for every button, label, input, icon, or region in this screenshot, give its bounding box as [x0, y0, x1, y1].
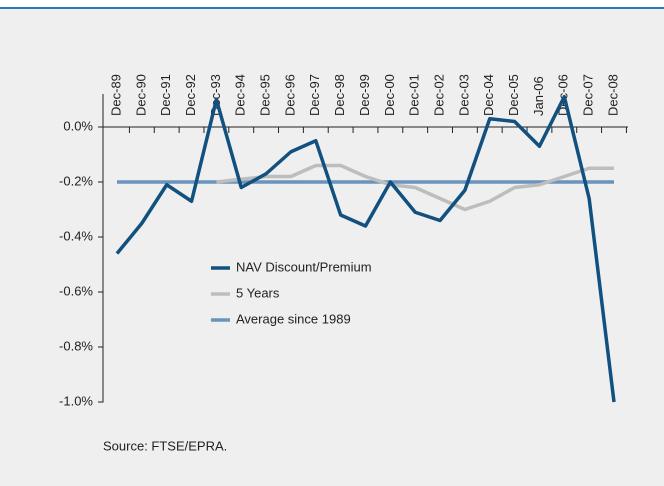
source: Source: FTSE/EPRA.: [103, 438, 227, 453]
x-tick-label: Dec-98: [332, 74, 347, 116]
y-tick-label: -0.2%: [59, 173, 93, 188]
x-tick-label: Dec-89: [108, 74, 123, 116]
legend-label: NAV Discount/Premium: [236, 259, 372, 274]
background: [0, 9, 664, 486]
x-tick-label: Dec-04: [481, 74, 496, 116]
series-line: [216, 163, 614, 212]
y-tick-label: -0.6%: [59, 283, 93, 298]
x-tick-label: Dec-92: [183, 74, 198, 116]
legend-label: 5 Years: [236, 285, 280, 300]
x-tick-label: Dec-97: [307, 74, 322, 116]
x-tick-label: Dec-96: [282, 74, 297, 116]
x-tick-label: Dec-95: [258, 74, 273, 116]
x-tick-label: Dec-05: [506, 74, 521, 116]
y-tick-label: -0.4%: [59, 228, 93, 243]
x-tick-label: Dec-90: [133, 74, 148, 116]
x-tick-label: Dec-91: [158, 74, 173, 116]
x-tick-label: Jan-06: [531, 76, 546, 116]
x-tick-label: Dec-01: [407, 74, 422, 116]
x-tick-label: Dec-94: [233, 74, 248, 116]
x-tick-label: Dec-02: [431, 74, 446, 116]
legend-label: Average since 1989: [236, 311, 351, 326]
x-tick-label: Dec-00: [382, 74, 397, 116]
x-tick-label: Dec-07: [581, 74, 596, 116]
y-tick-label: 0.0%: [63, 118, 93, 133]
series-line: [115, 95, 616, 403]
x-tick-label: Dec-03: [456, 74, 471, 116]
y-tick-label: -1.0%: [59, 393, 93, 408]
x-tick-label: Dec-08: [605, 74, 620, 116]
x-tick-label: Dec-99: [357, 74, 372, 116]
y-tick-label: -0.8%: [59, 338, 93, 353]
